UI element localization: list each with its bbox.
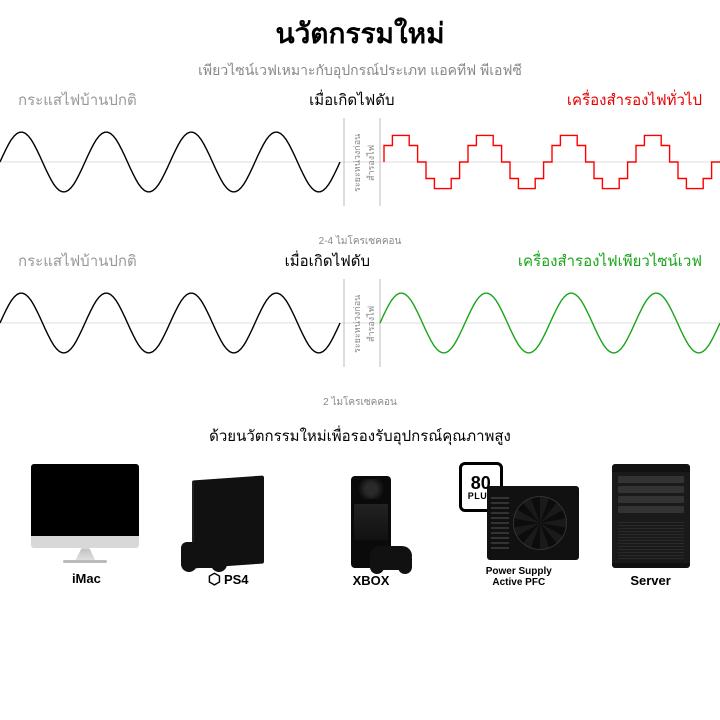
- label-pure-sine-ups: เครื่องสำรองไฟเพียวไซน์เวฟ: [518, 249, 702, 273]
- device-server: Server: [612, 464, 690, 588]
- server-label: Server: [630, 574, 670, 588]
- label-power-outage: เมื่อเกิดไฟดับ: [309, 88, 394, 112]
- server-icon: [612, 464, 690, 568]
- device-ps4: ⬡PS4: [173, 466, 283, 589]
- xbox-icon: [316, 468, 426, 568]
- ps4-label: ⬡PS4: [208, 572, 249, 589]
- label-generic-ups: เครื่องสำรองไฟทั่วไป: [567, 88, 702, 112]
- chart-pure-sine: กระแสไฟบ้านปกติ เมื่อเกิดไฟดับ เครื่องสำ…: [0, 249, 720, 399]
- label-power-outage-2: เมื่อเกิดไฟดับ: [285, 249, 370, 273]
- chart-modified-sine: กระแสไฟบ้านปกติ เมื่อเกิดไฟดับ เครื่องสำ…: [0, 88, 720, 238]
- gap-label-1: ระยะหน่วงก่อนสำรองไฟ: [350, 123, 378, 203]
- footer-title: ด้วยนวัตกรรมใหม่เพื่อรองรับอุปกรณ์คุณภาพ…: [0, 424, 720, 448]
- label-normal-power-2: กระแสไฟบ้านปกติ: [18, 249, 137, 273]
- label-normal-power: กระแสไฟบ้านปกติ: [18, 88, 137, 112]
- device-row: iMac ⬡PS4 XBOX 80 PLUS: [0, 460, 720, 602]
- psu-icon: 80 PLUS: [459, 460, 579, 560]
- imac-icon: [30, 464, 140, 564]
- gap-label-2: ระยะหน่วงก่อนสำรองไฟ: [350, 284, 378, 364]
- psu-label: Power Supply Active PFC: [486, 566, 552, 588]
- page-subtitle: เพียวไซน์เวฟเหมาะกับอุปกรณ์ประเภท แอคทีฟ…: [0, 60, 720, 82]
- device-psu: 80 PLUS Power Supply Active PFC: [459, 460, 579, 588]
- playstation-icon: ⬡: [208, 571, 221, 588]
- xbox-label: XBOX: [353, 574, 390, 588]
- ps4-icon: [173, 466, 283, 566]
- device-xbox: XBOX: [316, 468, 426, 588]
- page-title: นวัตกรรมใหม่: [0, 12, 720, 56]
- device-imac: iMac: [30, 464, 140, 588]
- imac-label: iMac: [70, 570, 101, 588]
- header: นวัตกรรมใหม่ เพียวไซน์เวฟเหมาะกับอุปกรณ์…: [0, 0, 720, 88]
